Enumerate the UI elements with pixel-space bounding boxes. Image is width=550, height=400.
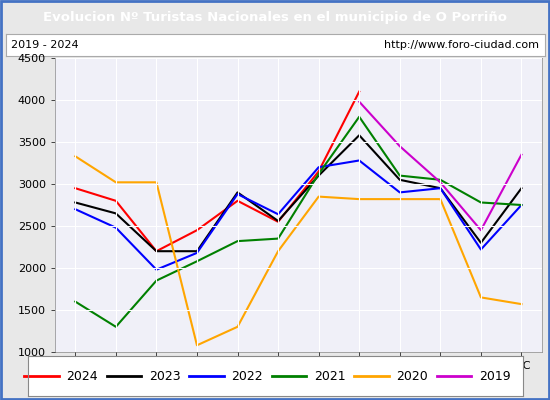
Text: 2022: 2022 bbox=[231, 370, 263, 382]
Text: 2019: 2019 bbox=[478, 370, 510, 382]
Text: 2019 - 2024: 2019 - 2024 bbox=[11, 40, 79, 50]
Text: Evolucion Nº Turistas Nacionales en el municipio de O Porriño: Evolucion Nº Turistas Nacionales en el m… bbox=[43, 10, 507, 24]
Text: 2023: 2023 bbox=[148, 370, 180, 382]
Text: 2020: 2020 bbox=[396, 370, 428, 382]
Text: 2024: 2024 bbox=[67, 370, 98, 382]
Text: http://www.foro-ciudad.com: http://www.foro-ciudad.com bbox=[384, 40, 539, 50]
Text: 2021: 2021 bbox=[314, 370, 345, 382]
